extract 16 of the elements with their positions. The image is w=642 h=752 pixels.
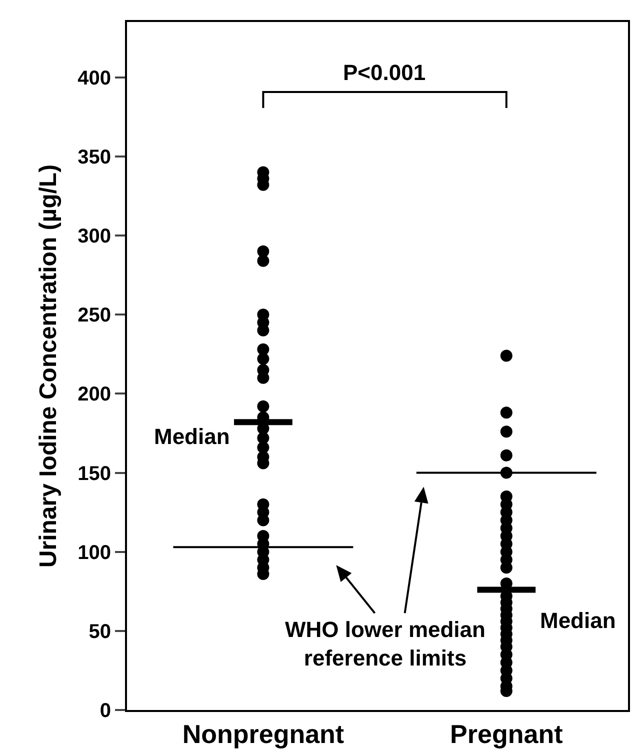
y-tick-label: 300 [78, 226, 111, 248]
annotation: P<0.001 [343, 60, 426, 85]
y-tick-label: 200 [78, 384, 111, 406]
annotation: Median [540, 608, 616, 633]
y-tick-label: 100 [78, 542, 111, 564]
y-tick-label: 250 [78, 304, 111, 327]
y-tick-label: 0 [100, 700, 111, 722]
y-axis-title: Urinary Iodine Concentration (µg/L) [35, 164, 62, 568]
annotation: Median [154, 424, 230, 449]
y-tick-label: 150 [78, 462, 111, 485]
y-tick-label: 350 [78, 146, 111, 168]
y-tick-label: 400 [78, 67, 111, 90]
x-tick-label: Pregnant [450, 719, 564, 750]
annotation: WHO lower median reference limits [285, 617, 486, 671]
x-tick-label: Nonpregnant [182, 719, 344, 750]
y-tick-label: 50 [88, 620, 111, 643]
